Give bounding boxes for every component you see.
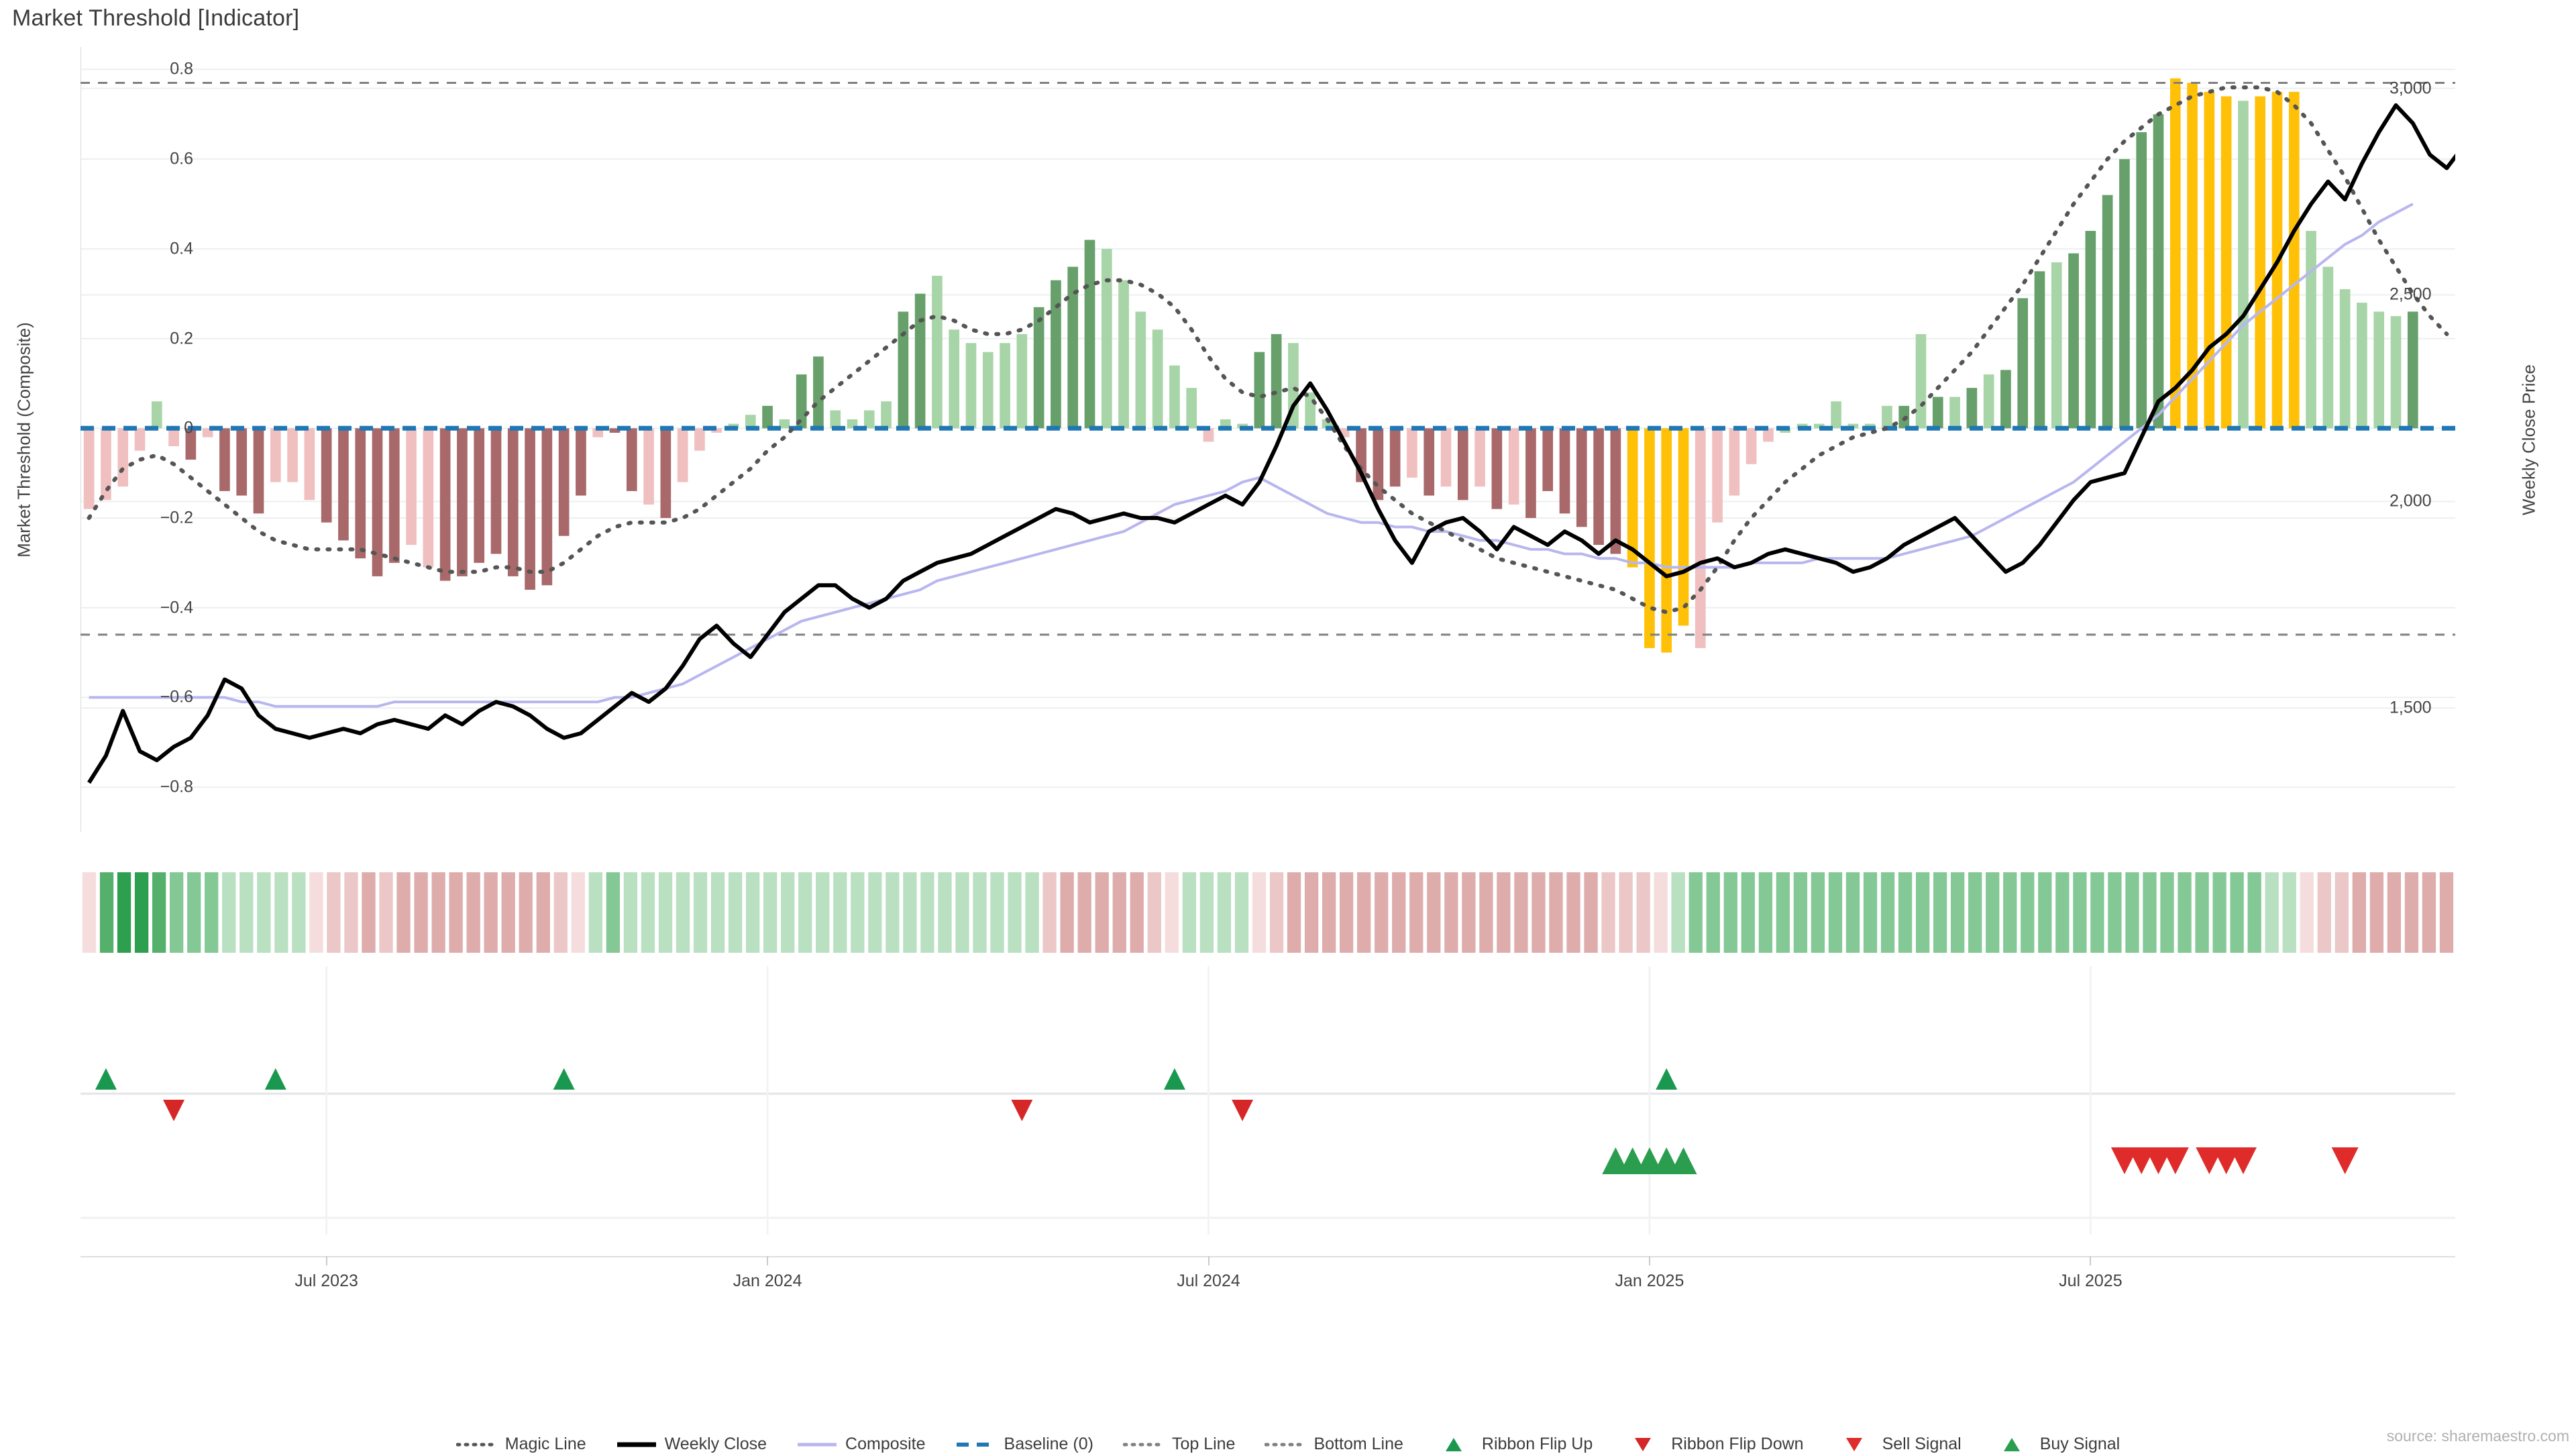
- legend-dotted-line-icon: [455, 1437, 498, 1452]
- legend-solid-line-icon: [796, 1437, 838, 1452]
- chart-legend: Magic Line Weekly Close Composite Baseline …: [0, 1435, 2576, 1454]
- legend-item-weekly-close[interactable]: Weekly Close: [616, 1435, 767, 1454]
- y-axis-left-tick: 0.6: [170, 149, 193, 168]
- sell-signal-marker: [2128, 1147, 2155, 1174]
- x-axis-tick: Jan 2024: [733, 1271, 802, 1290]
- x-axis-tick: Jul 2023: [294, 1271, 358, 1290]
- buy-signal-marker: [1619, 1147, 1646, 1174]
- legend-dotted-line-icon: [1122, 1437, 1165, 1452]
- y-axis-left-tick: −0.6: [160, 687, 193, 707]
- y-axis-left-title: Market Threshold (Composite): [13, 322, 34, 558]
- x-axis-tick-mark: [325, 1256, 327, 1265]
- ribbon-flip-up-marker: [1656, 1068, 1678, 1090]
- legend-triangle-down-icon: [1833, 1437, 1875, 1452]
- buy-signal-marker: [1602, 1147, 1629, 1174]
- legend-item-magic-line[interactable]: Magic Line: [455, 1435, 586, 1454]
- sell-signal-marker: [2110, 1147, 2138, 1174]
- sell-signal-marker: [2229, 1147, 2257, 1174]
- source-note: source: sharemaestro.com: [2386, 1427, 2569, 1445]
- x-axis-line: [80, 1256, 2455, 1257]
- page-title: Market Threshold [Indicator]: [12, 5, 300, 31]
- sell-signal-marker: [2161, 1147, 2189, 1174]
- y-axis-right-tick: 3,000: [2390, 79, 2432, 98]
- main-indicator-plot: [80, 47, 2455, 832]
- x-axis-tick-mark: [2090, 1256, 2092, 1265]
- x-axis-tick: Jan 2025: [1615, 1271, 1684, 1290]
- ribbon-flip-up-marker: [264, 1068, 286, 1090]
- legend-solid-line-icon: [616, 1437, 657, 1452]
- y-axis-left-tick: −0.8: [160, 777, 193, 796]
- legend-item-sell-signal[interactable]: Sell Signal: [1833, 1435, 1962, 1454]
- legend-item-label: Ribbon Flip Up: [1481, 1435, 1593, 1453]
- legend-triangle-up-icon: [1433, 1437, 1474, 1452]
- y-axis-right-tick: 2,500: [2390, 284, 2432, 304]
- legend-item-label: Magic Line: [504, 1435, 586, 1453]
- legend-item-bottom-line[interactable]: Bottom Line: [1265, 1435, 1403, 1454]
- legend-triangle-down-icon: [1622, 1437, 1664, 1452]
- x-axis-tick: Jul 2024: [1177, 1271, 1240, 1290]
- ribbon-flip-up-marker: [95, 1068, 117, 1090]
- sell-signal-marker: [2145, 1147, 2172, 1174]
- x-axis-tick-mark: [767, 1256, 769, 1265]
- signal-marker-panel: [80, 966, 2455, 1235]
- ribbon-heatmap-strip: [80, 872, 2455, 953]
- y-axis-right-tick: 2,000: [2390, 491, 2432, 511]
- legend-item-composite[interactable]: Composite: [796, 1435, 926, 1454]
- x-axis-tick: Jul 2025: [2059, 1271, 2123, 1290]
- sell-signal-marker: [2331, 1147, 2359, 1174]
- ribbon-flip-down-marker: [1011, 1100, 1033, 1121]
- sell-signal-marker: [2196, 1147, 2223, 1174]
- ribbon-flip-up-marker: [553, 1068, 575, 1090]
- legend-item-label: Buy Signal: [2039, 1435, 2121, 1453]
- legend-item-buy-signal[interactable]: Buy Signal: [1991, 1435, 2121, 1454]
- ribbon-flip-up-marker: [1163, 1068, 1185, 1090]
- y-axis-left-tick: −0.4: [160, 598, 193, 617]
- legend-item-label: Weekly Close: [664, 1435, 767, 1453]
- y-axis-left-tick: −0.2: [160, 508, 193, 527]
- legend-item-label: Ribbon Flip Down: [1671, 1435, 1804, 1453]
- buy-signal-marker: [1635, 1147, 1663, 1174]
- legend-item-label: Bottom Line: [1313, 1435, 1403, 1453]
- y-axis-right-tick: 1,500: [2390, 698, 2432, 717]
- sell-signal-marker: [2212, 1147, 2240, 1174]
- x-axis-tick-mark: [1648, 1256, 1650, 1265]
- ribbon-flip-down-marker: [1232, 1100, 1254, 1121]
- legend-item-label: Top Line: [1171, 1435, 1236, 1453]
- legend-item-label: Composite: [845, 1435, 926, 1453]
- legend-item-label: Baseline (0): [1004, 1435, 1093, 1453]
- y-axis-left-tick: 0: [184, 418, 193, 437]
- y-axis-left-tick: 0.2: [170, 329, 193, 348]
- legend-triangle-up-icon: [1991, 1437, 2033, 1452]
- x-axis-tick-mark: [1208, 1256, 1210, 1265]
- legend-item-top-line[interactable]: Top Line: [1122, 1435, 1236, 1454]
- y-axis-left-tick: 0.4: [170, 239, 193, 258]
- legend-dashed-line-icon: [955, 1437, 997, 1452]
- ribbon-flip-down-marker: [163, 1100, 185, 1121]
- y-axis-right-title: Weekly Close Price: [2518, 364, 2539, 515]
- y-axis-left-tick: 0.8: [170, 59, 193, 79]
- legend-item-ribbon-flip-up[interactable]: Ribbon Flip Up: [1433, 1435, 1593, 1454]
- legend-item-label: Sell Signal: [1882, 1435, 1962, 1453]
- legend-item-ribbon-flip-down[interactable]: Ribbon Flip Down: [1622, 1435, 1804, 1454]
- buy-signal-marker: [1670, 1147, 1697, 1174]
- legend-item-baseline-0[interactable]: Baseline (0): [955, 1435, 1093, 1454]
- buy-signal-marker: [1653, 1147, 1680, 1174]
- legend-dotted-line-icon: [1265, 1437, 1307, 1452]
